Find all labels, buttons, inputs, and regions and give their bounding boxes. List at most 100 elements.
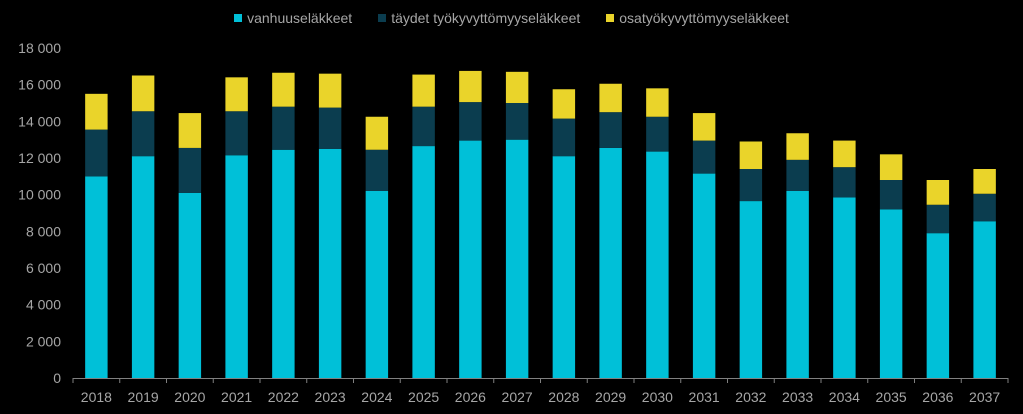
bar-segment-2034-series-0 (833, 197, 856, 378)
bar-segment-2023-series-2 (318, 73, 342, 108)
bar-segment-2028-series-0 (552, 156, 576, 378)
bar-segment-2023-series-0 (318, 148, 342, 378)
bar-segment-2032-series-2 (739, 141, 763, 169)
bar-segment-2037-series-2 (973, 169, 996, 194)
x-tick-label: 2026 (455, 389, 486, 405)
legend-label-vanhuuselakkeet: vanhuuseläkkeet (247, 10, 353, 26)
bar-segment-2035-series-2 (879, 154, 903, 180)
x-tick-label: 2021 (221, 389, 252, 405)
bar-segment-2037-series-0 (973, 221, 996, 378)
bar-segment-2022-series-2 (272, 72, 295, 107)
y-tick-label: 14 000 (18, 113, 61, 129)
bar-segment-2026-series-2 (459, 70, 482, 103)
bar-segment-2031-series-1 (692, 140, 716, 174)
x-tick-label: 2018 (81, 389, 112, 405)
x-tick-label: 2036 (922, 389, 953, 405)
bar-segment-2032-series-1 (739, 169, 763, 202)
bar-segment-2036-series-1 (926, 204, 950, 234)
legend-swatch-osatyokyvyttomyys (606, 14, 615, 22)
bar-segment-2027-series-1 (505, 103, 529, 140)
bar-segment-2024-series-2 (365, 116, 389, 150)
legend-item-vanhuuselakkeet: vanhuuseläkkeet (234, 10, 352, 26)
legend-swatch-taydet (378, 14, 387, 22)
x-tick-label: 2027 (502, 389, 533, 405)
bar-segment-2037-series-1 (973, 193, 996, 222)
bar-segment-2029-series-0 (599, 147, 622, 378)
bar-segment-2021-series-0 (225, 155, 248, 378)
bar-segment-2019-series-2 (131, 75, 155, 112)
bar-segment-2031-series-2 (692, 113, 716, 141)
bar-segment-2022-series-1 (272, 106, 295, 150)
bar-segment-2019-series-0 (131, 156, 155, 378)
bar-segment-2031-series-0 (692, 173, 716, 378)
bar-segment-2022-series-0 (272, 149, 295, 378)
x-tick-label: 2031 (689, 389, 720, 405)
bar-segment-2021-series-1 (225, 111, 248, 156)
x-tick-label: 2034 (829, 389, 860, 405)
y-tick-label: 0 (53, 370, 61, 386)
x-tick-label: 2022 (268, 389, 299, 405)
bar-segment-2027-series-2 (505, 71, 529, 103)
bar-segment-2026-series-1 (459, 102, 482, 141)
bar-segment-2025-series-0 (412, 146, 435, 378)
bar-segment-2027-series-0 (505, 139, 529, 378)
legend-label-osatyokyvyttomyys: osatyökyvyttömyyseläkkeet (619, 10, 789, 26)
y-tick-label: 6 000 (26, 260, 61, 276)
x-tick-label: 2030 (642, 389, 673, 405)
bar-segment-2026-series-0 (459, 140, 482, 378)
x-tick-label: 2023 (315, 389, 346, 405)
bar-segment-2035-series-1 (879, 180, 903, 210)
legend-swatch-vanhuuselakkeet (234, 14, 243, 22)
x-tick-label: 2037 (969, 389, 1000, 405)
bar-segment-2024-series-1 (365, 149, 389, 191)
legend: vanhuuseläkkeet täydet työkyvyttömyyselä… (0, 10, 1023, 26)
bar-segment-2025-series-2 (412, 74, 435, 107)
y-tick-label: 10 000 (18, 187, 61, 203)
bar-segment-2033-series-0 (786, 191, 809, 378)
bar-segment-2029-series-2 (599, 83, 622, 113)
bar-segment-2018-series-2 (85, 93, 108, 130)
y-tick-label: 18 000 (18, 40, 61, 56)
x-tick-label: 2035 (876, 389, 907, 405)
x-tick-label: 2033 (782, 389, 813, 405)
bar-segment-2034-series-1 (833, 167, 856, 198)
bar-segment-2030-series-2 (646, 88, 669, 117)
x-tick-label: 2024 (361, 389, 392, 405)
y-tick-label: 2 000 (26, 333, 61, 349)
y-tick-label: 16 000 (18, 77, 61, 93)
bar-segment-2033-series-1 (786, 159, 809, 191)
bar-segment-2018-series-1 (85, 129, 108, 177)
bar-segment-2024-series-0 (365, 191, 389, 378)
x-tick-label: 2019 (128, 389, 159, 405)
bar-segment-2036-series-0 (926, 233, 950, 378)
y-tick-label: 4 000 (26, 297, 61, 313)
bar-segment-2036-series-2 (926, 180, 950, 205)
bar-segment-2020-series-2 (178, 113, 202, 148)
bar-segment-2032-series-0 (739, 201, 763, 378)
bar-segment-2029-series-1 (599, 112, 622, 148)
x-tick-label: 2028 (548, 389, 579, 405)
bar-segment-2035-series-0 (879, 209, 903, 378)
x-tick-label: 2029 (595, 389, 626, 405)
bar-segment-2033-series-2 (786, 133, 809, 160)
bar-segment-2023-series-1 (318, 107, 342, 149)
y-tick-label: 12 000 (18, 150, 61, 166)
bar-segment-2020-series-1 (178, 147, 202, 193)
bar-segment-2021-series-2 (225, 77, 248, 112)
bar-segment-2020-series-0 (178, 192, 202, 378)
legend-item-taydet: täydet työkyvyttömyyseläkkeet (378, 10, 580, 26)
bar-segment-2028-series-1 (552, 118, 576, 157)
bar-segment-2019-series-1 (131, 111, 155, 157)
bar-segment-2034-series-2 (833, 140, 856, 168)
x-tick-label: 2025 (408, 389, 439, 405)
x-tick-label: 2020 (174, 389, 205, 405)
bar-segment-2025-series-1 (412, 106, 435, 147)
bar-segment-2030-series-0 (646, 151, 669, 378)
legend-label-taydet: täydet työkyvyttömyyseläkkeet (391, 10, 581, 26)
bar-segment-2028-series-2 (552, 89, 576, 119)
bar-segment-2030-series-1 (646, 116, 669, 152)
x-tick-label: 2032 (735, 389, 766, 405)
legend-item-osatyokyvyttomyys: osatyökyvyttömyyseläkkeet (606, 10, 789, 26)
